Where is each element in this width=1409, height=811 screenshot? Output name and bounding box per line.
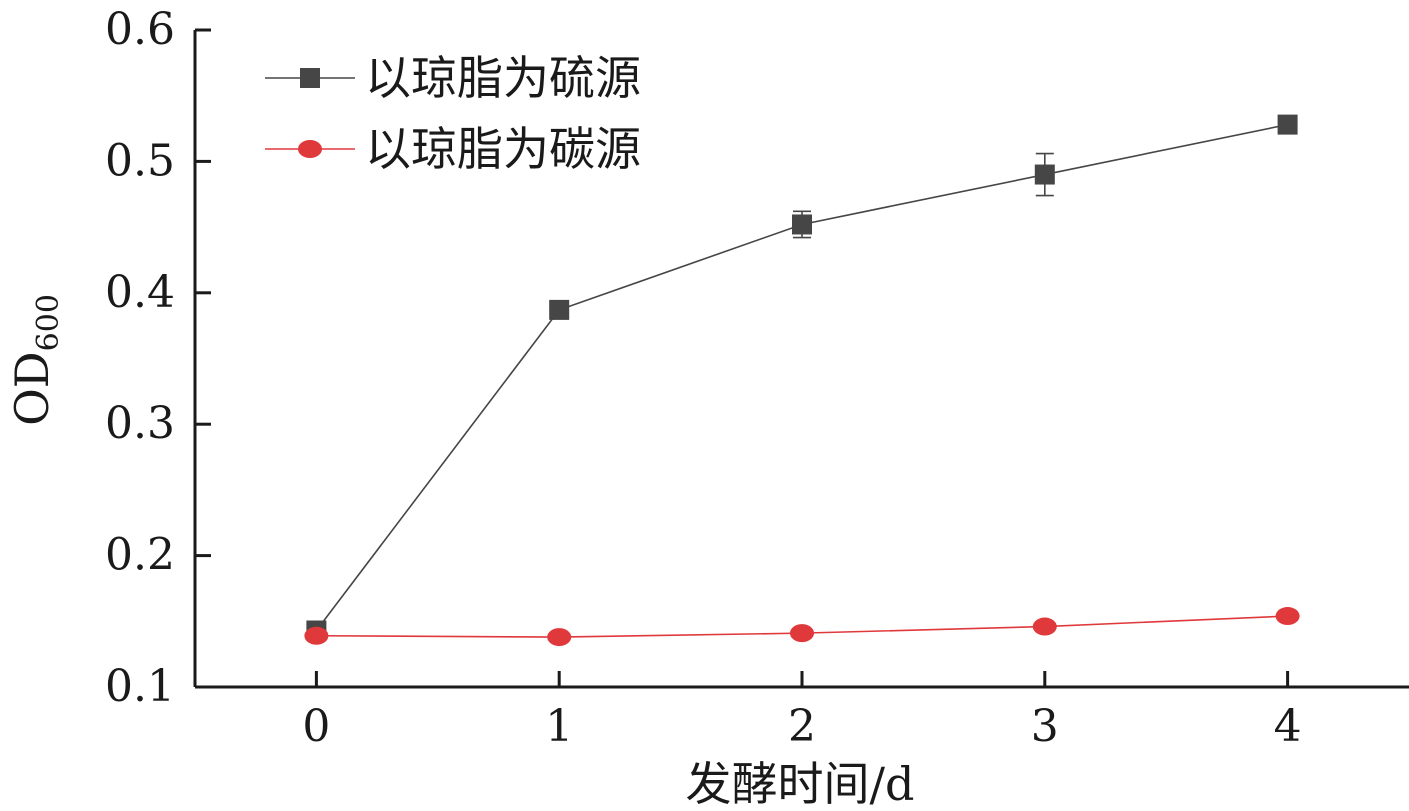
data-point-square <box>1034 164 1055 185</box>
y-axis-title-main: OD <box>5 351 59 426</box>
y-tick-label: 0.2 <box>105 530 175 581</box>
data-point-square <box>792 214 812 235</box>
x-axis-title: 发酵时间/d <box>686 757 915 811</box>
data-point-circle <box>304 626 329 645</box>
x-tick-label: 4 <box>1274 701 1302 752</box>
legend-label-carbon: 以琼脂为碳源 <box>365 122 641 176</box>
legend-marker-circle <box>298 140 322 158</box>
legend-label-sulfur: 以琼脂为硫源 <box>365 51 641 105</box>
y-axis-title-subscript: 600 <box>31 294 66 351</box>
series-line <box>315 123 1288 631</box>
y-ticks: 0.1 0.2 0.3 0.4 0.5 0.6 <box>105 4 211 712</box>
y-tick-label: 0.3 <box>105 398 175 449</box>
y-tick-label: 0.1 <box>105 661 175 712</box>
x-tick-label: 0 <box>302 701 330 752</box>
data-point-circle <box>547 628 572 647</box>
data-point-circle <box>790 624 814 643</box>
x-tick-label: 1 <box>545 701 573 752</box>
y-tick-label: 0.6 <box>105 4 175 55</box>
legend-item-sulfur: 以琼脂为硫源 <box>265 51 641 105</box>
y-axis-title: OD600 <box>5 294 66 426</box>
data-point-square <box>1277 114 1298 135</box>
y-tick-label: 0.5 <box>105 135 175 186</box>
legend-item-carbon: 以琼脂为碳源 <box>265 122 641 176</box>
series-1 <box>304 607 1300 647</box>
data-point-circle <box>1032 617 1057 636</box>
y-tick-label: 0.4 <box>105 267 175 318</box>
data-point-square <box>549 299 570 320</box>
x-tick-label: 2 <box>788 701 816 752</box>
x-tick-label: 3 <box>1031 701 1059 752</box>
legend-marker-square <box>300 68 320 88</box>
series-0 <box>306 114 1298 641</box>
series-layer <box>304 114 1300 647</box>
x-ticks: 0 1 2 3 4 <box>302 671 1302 752</box>
legend: 以琼脂为硫源 以琼脂为碳源 <box>265 51 641 176</box>
data-point-circle <box>1275 607 1300 626</box>
